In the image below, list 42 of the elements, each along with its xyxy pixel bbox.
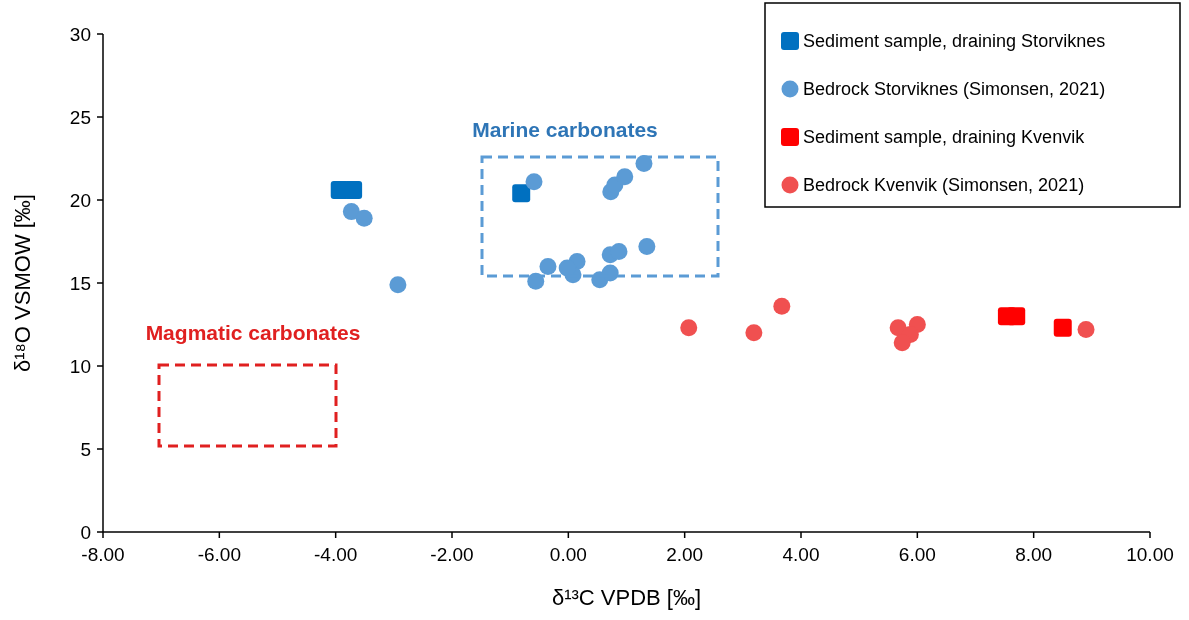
point: [344, 181, 363, 200]
point: [1007, 307, 1026, 326]
y-tick-label: 0: [80, 521, 91, 543]
point: [638, 237, 656, 255]
y-tick-label: 25: [69, 106, 91, 128]
annotation: Marine carbonates: [472, 118, 658, 142]
y-tick-label: 10: [69, 355, 91, 377]
point: [342, 203, 360, 221]
legend-label: Sediment sample, draining Storviknes: [803, 31, 1106, 52]
x-tick-label: 0.00: [549, 544, 587, 565]
point: [616, 168, 634, 186]
y-tick-label: 30: [69, 23, 91, 45]
point: [745, 324, 763, 342]
x-tick-label: 2.00: [666, 544, 704, 565]
x-tick-label: 10.00: [1126, 544, 1174, 565]
x-tick-label: 4.00: [782, 544, 820, 565]
x-tick-label: -2.00: [430, 544, 474, 565]
x-tick-label: 8.00: [1015, 544, 1053, 565]
point: [355, 209, 373, 227]
y-axis-title: δ¹⁸O VSMOW [‰]: [10, 194, 35, 372]
point: [389, 276, 407, 294]
y-tick-label: 15: [69, 272, 91, 294]
point: [539, 257, 557, 275]
point: [610, 242, 628, 260]
point: [1053, 318, 1072, 337]
x-tick-label: 6.00: [898, 544, 936, 565]
annotation: Magmatic carbonates: [145, 321, 361, 345]
legend-label: Bedrock Kvenvik (Simonsen, 2021): [803, 175, 1085, 196]
x-axis-title: δ¹³C VPDB [‰]: [551, 585, 702, 610]
y-tick-label: 5: [80, 438, 91, 460]
x-tick-label: -6.00: [197, 544, 241, 565]
x-tick-label: -8.00: [81, 544, 125, 565]
legend-label: Bedrock Storviknes (Simonsen, 2021): [803, 79, 1106, 100]
x-tick-label: -4.00: [314, 544, 358, 565]
point: [680, 319, 698, 337]
point: [773, 297, 791, 315]
point: [893, 334, 911, 352]
y-tick-label: 20: [69, 189, 91, 211]
point: [525, 173, 543, 191]
point: [512, 184, 531, 203]
point: [1077, 320, 1095, 338]
legend-label: Sediment sample, draining Kvenvik: [803, 127, 1086, 148]
